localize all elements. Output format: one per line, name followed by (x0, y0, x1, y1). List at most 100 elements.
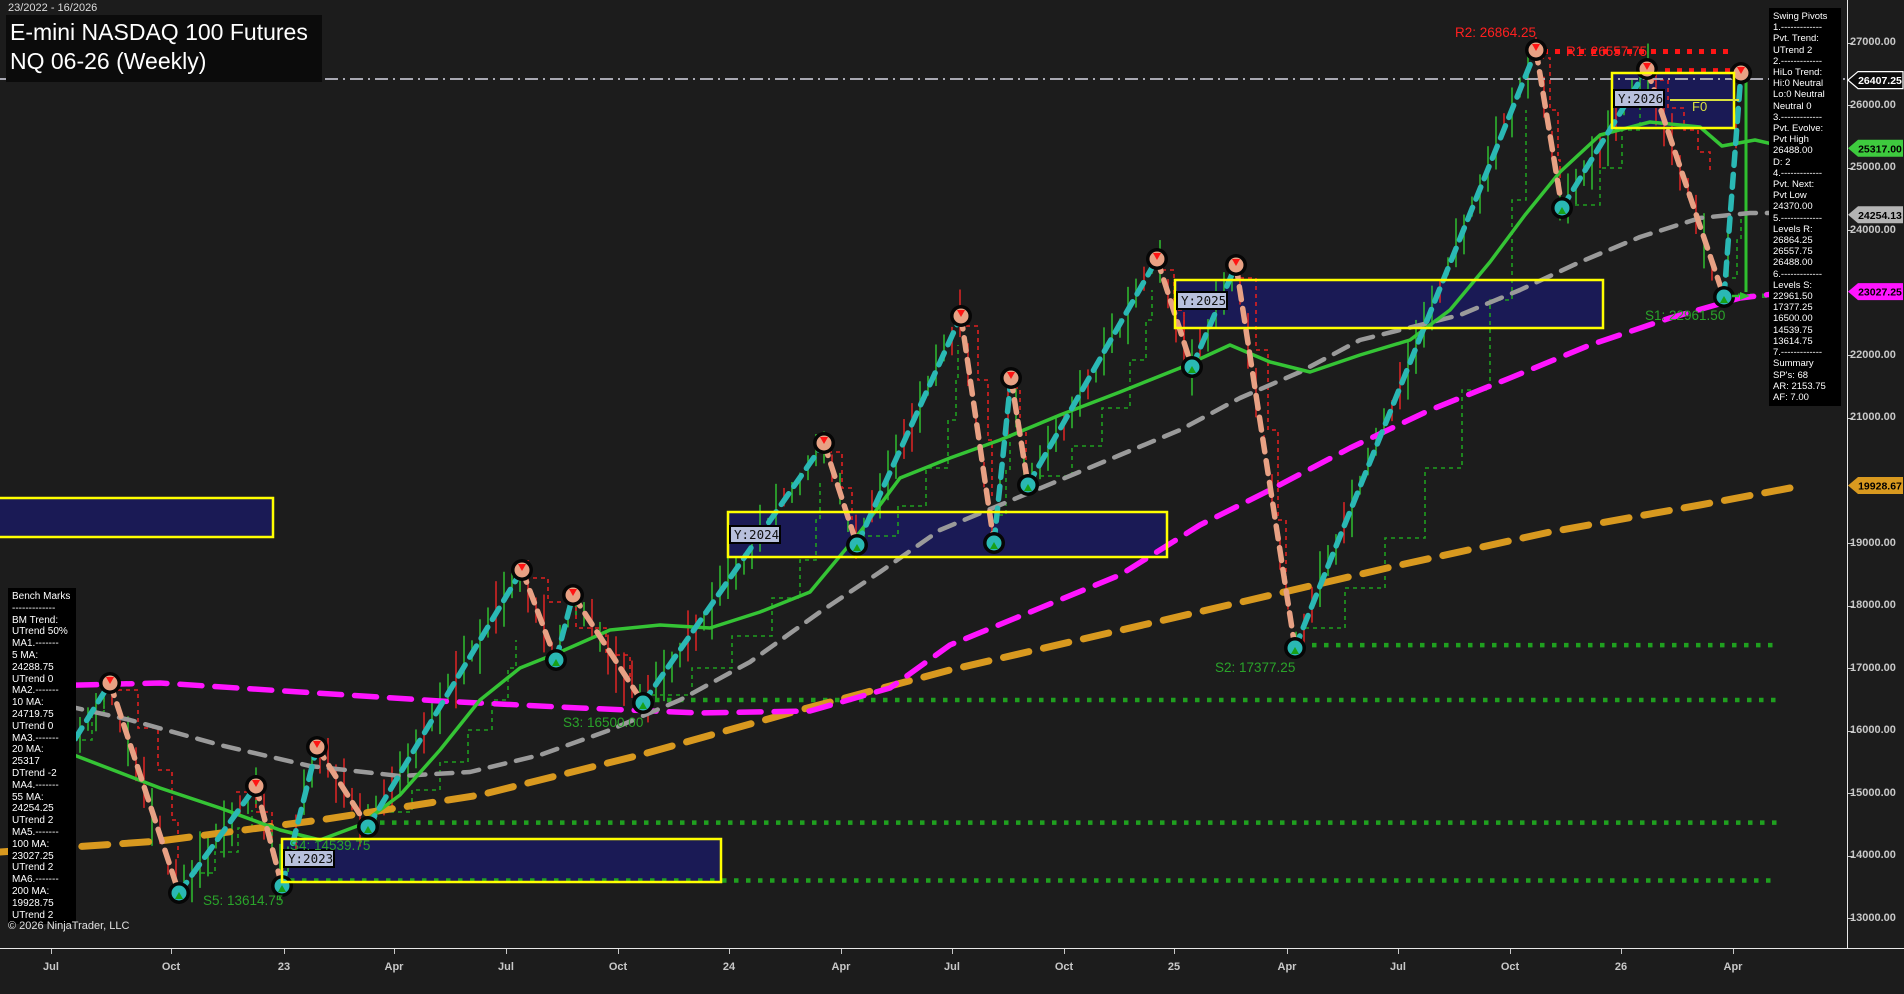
year-box-fill (282, 839, 721, 882)
swing-pivots-line: AF: 7.00 (1773, 391, 1809, 403)
trail-down (118, 689, 179, 860)
svg-text:19928.67: 19928.67 (1858, 480, 1902, 492)
swing-up-leg (854, 313, 964, 548)
trail-down (828, 451, 853, 520)
swing-up-leg (1189, 262, 1239, 370)
bench-marks-line: MA6.------- (12, 874, 59, 886)
year-box-label: Y:2025 (1176, 291, 1228, 310)
trail-up (999, 430, 1011, 516)
svg-text:26407.25: 26407.25 (1858, 75, 1902, 87)
bench-marks-line: UTrend 2 (12, 815, 54, 827)
time-tick-mark (841, 949, 842, 954)
bench-marks-line: 25317 (12, 756, 40, 768)
chart-canvas[interactable]: F0 Y:2023 Y:2024 Y:2025 Y:2026 S1: 22961.50 S2… (0, 0, 1847, 948)
time-tick-label: 24 (722, 961, 736, 973)
time-tick-label: Jul (944, 961, 960, 973)
swing-pivot-markers (99, 39, 1752, 904)
year-box-label: Y:2026 (1613, 89, 1665, 108)
price-tick-mark (1848, 42, 1853, 44)
swing-pivots-line: Summary (1773, 358, 1814, 370)
time-axis[interactable]: W NQ NINJATRADER JulOct23AprJulOct24AprJ… (0, 948, 1904, 994)
swing-high-marker (306, 736, 328, 758)
year-box-label: Y:2024 (729, 525, 781, 544)
price-tag-ma200: 19928.67 (1848, 476, 1903, 494)
bench-marks-line: UTrend 50% (12, 626, 68, 638)
bench-marks-line: 24288.75 (12, 661, 54, 673)
swing-low-marker (1017, 474, 1039, 496)
trail-down (1240, 277, 1287, 600)
swing-up-leg (1292, 47, 1539, 651)
price-tick-mark (1848, 918, 1853, 920)
price-tick-mark (1848, 543, 1853, 545)
swing-pivots-line: HiLo Trend: (1773, 67, 1823, 79)
continuation-arrow-icon (1732, 292, 1750, 300)
time-tick-mark (1510, 949, 1511, 954)
bench-marks-line: 10 MA: (12, 697, 44, 709)
time-tick-label: Oct (1500, 961, 1520, 973)
price-axis[interactable]: 27000.00 26000.00 25000.00 24000.00 22000.00… (1847, 0, 1904, 948)
swing-pivots-line: Pvt. Next: (1773, 179, 1815, 191)
time-tick-mark (1398, 949, 1399, 954)
swing-down-leg (570, 592, 646, 706)
year-box-border (1173, 278, 1605, 330)
ma-line-200ma (0, 484, 1794, 856)
swing-pivots-line: 16500.00 (1773, 313, 1813, 325)
resistance-level-label: R1: 26557.75 (1566, 44, 1647, 59)
swing-pivots-line: 2.------------- (1773, 55, 1823, 67)
time-tick-mark (51, 949, 52, 954)
bench-marks-line: BM Trend: (12, 614, 59, 626)
price-tick-label: 17000.00 (1850, 661, 1896, 674)
chart-title-line2: NQ 06-26 (Weekly) (10, 48, 207, 74)
chart-title: E-mini NASDAQ 100 Futures NQ 06-26 (Week… (6, 15, 322, 82)
swing-pivots-line: 1.------------- (1773, 22, 1823, 34)
support-level-label: S2: 17377.25 (1215, 660, 1295, 675)
swing-low-marker (168, 882, 190, 904)
trail-down (966, 325, 993, 500)
swing-down-leg (1644, 66, 1727, 300)
year-box-border (0, 496, 275, 539)
swing-pivots-line: Neutral 0 (1773, 100, 1812, 112)
swing-pivots-line: 26864.25 (1773, 235, 1813, 247)
swing-up-leg (991, 375, 1014, 546)
swing-down-leg (1008, 375, 1031, 488)
swing-low-marker (1181, 356, 1203, 378)
svg-text:Y:2025: Y:2025 (1181, 293, 1226, 308)
swing-low-marker (271, 875, 293, 897)
swing-pivots-line: 4.------------- (1773, 167, 1823, 179)
time-tick-label: Jul (498, 961, 514, 973)
time-tick-mark (284, 949, 285, 954)
swing-high-marker (1000, 367, 1022, 389)
time-tick-label: Oct (608, 961, 628, 973)
swing-low-marker (545, 649, 567, 671)
trail-down (1652, 79, 1711, 170)
bench-marks-line: 5 MA: (12, 649, 39, 661)
swing-high-marker (511, 559, 533, 581)
time-tick-label: Apr (1277, 961, 1297, 973)
swing-up-leg (176, 783, 259, 896)
ma-line-20ma (38, 120, 1792, 842)
price-tick-label: 24000.00 (1850, 223, 1896, 236)
price-tick-mark (1848, 230, 1853, 232)
chart-title-line1: E-mini NASDAQ 100 Futures (10, 19, 308, 45)
swing-pivots-line: 6.------------- (1773, 268, 1823, 280)
time-tick-mark (506, 949, 507, 954)
svg-text:Y:2026: Y:2026 (1618, 91, 1663, 106)
price-tick-mark (1848, 855, 1853, 857)
time-tick-label: 26 (1614, 961, 1628, 973)
swing-low-marker (357, 816, 379, 838)
trail-up (382, 640, 517, 813)
price-tick-mark (1848, 417, 1853, 419)
swing-down-leg (314, 744, 371, 830)
price-tick-mark (1848, 793, 1853, 795)
bench-marks-line: 20 MA: (12, 744, 44, 756)
price-tag-ma20: 25317.00 (1848, 139, 1903, 157)
price-tick-label: 27000.00 (1850, 36, 1896, 48)
year-box-borders (0, 71, 1736, 884)
swing-high-marker (99, 672, 121, 694)
time-tick-mark (618, 949, 619, 954)
trail-up (1732, 214, 1742, 279)
visible-date-range: 23/2022 - 16/2026 (8, 2, 98, 14)
time-tick-label: Oct (161, 961, 181, 973)
price-tick-label: 21000.00 (1850, 411, 1896, 424)
swing-down-leg (958, 313, 997, 546)
